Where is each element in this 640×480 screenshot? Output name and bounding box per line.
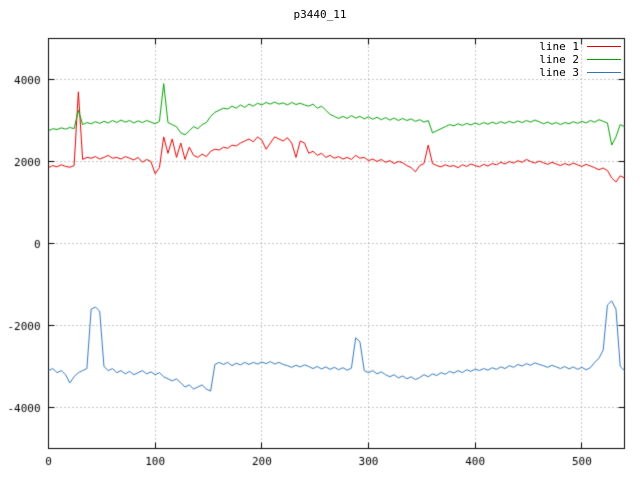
legend-item-line2: line 2 [539, 54, 621, 65]
legend-item-line1: line 1 [539, 41, 621, 52]
legend: line 1 line 2 line 3 [539, 41, 621, 78]
legend-label-line3: line 3 [539, 66, 579, 79]
legend-line-sample-line2 [587, 59, 621, 60]
chart-title: p3440_11 [293, 8, 347, 21]
legend-label-line2: line 2 [539, 53, 579, 66]
legend-item-line3: line 3 [539, 67, 621, 78]
legend-line-sample-line3 [587, 72, 621, 73]
legend-label-line1: line 1 [539, 40, 579, 53]
legend-line-sample-line1 [587, 46, 621, 47]
